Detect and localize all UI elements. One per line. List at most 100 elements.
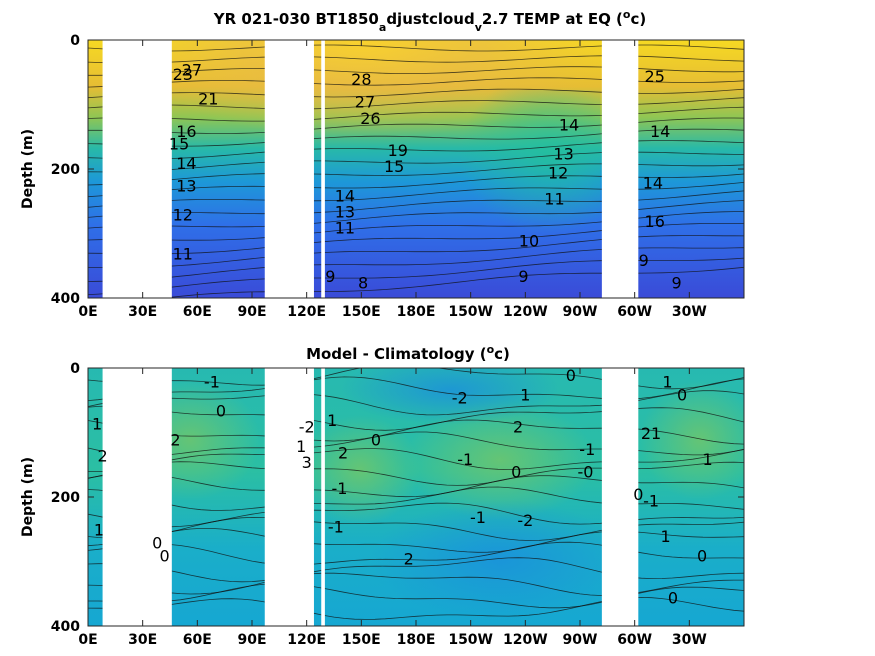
x-tick-label: 120E <box>287 632 326 648</box>
contour-label: 1 <box>296 437 306 456</box>
contour-label: 13 <box>176 177 196 196</box>
land-gap <box>321 40 325 298</box>
contour-label: 15 <box>384 157 404 176</box>
contour-label: 1 <box>661 527 671 546</box>
contour-label: 16 <box>645 212 665 231</box>
contour-label: 14 <box>335 186 355 205</box>
contour-label: 13 <box>553 144 573 163</box>
contour-label: 27 <box>182 60 202 79</box>
contour-label: 12 <box>173 206 193 225</box>
y-tick-label: 0 <box>70 33 80 49</box>
panel1-land-gaps <box>102 40 639 298</box>
contour-label: 10 <box>519 231 539 250</box>
contour-label: 27 <box>355 93 375 112</box>
land-gap <box>102 368 172 626</box>
land-gap <box>321 368 325 626</box>
contour-label: 14 <box>559 115 579 134</box>
contour-label: -1 <box>457 450 473 469</box>
panel2-ylabel: Depth (m) <box>20 457 36 537</box>
contour-label: 11 <box>544 189 564 208</box>
contour-label: 21 <box>198 90 218 109</box>
contour-label: 16 <box>176 122 196 141</box>
contour-label: 14 <box>650 122 670 141</box>
contour-label: 9 <box>671 273 681 292</box>
contour-label: 25 <box>645 67 665 86</box>
contour-label: -2 <box>299 418 315 437</box>
contour-label: -2 <box>452 388 468 407</box>
contour-label: 0 <box>668 588 678 607</box>
contour-label: 2 <box>97 447 107 466</box>
x-tick-label: 120W <box>503 632 548 648</box>
contour-label: 9 <box>325 267 335 286</box>
contour-label: -2 <box>517 511 533 530</box>
y-tick-label: 400 <box>51 619 80 635</box>
x-tick-label: 120E <box>287 304 326 320</box>
x-tick-label: 60W <box>617 632 652 648</box>
x-tick-label: 30E <box>128 304 157 320</box>
panel1-axes: 0E 30E 60E 90E 120E 150E 180E 150W 120W 90W 60W 30W… <box>51 33 744 320</box>
contour-label: -1 <box>328 517 344 536</box>
contour-label: 15 <box>169 135 189 154</box>
contour-label: 9 <box>639 251 649 270</box>
panel2-axes: 0E 30E 60E 90E 120E 150E 180E 150W 120W 90W 60W 30W… <box>51 361 744 648</box>
x-tick-label: 30W <box>672 304 707 320</box>
contour-label: 11 <box>335 219 355 238</box>
contour-label: 2 <box>338 443 348 462</box>
x-tick-label: 30W <box>672 632 707 648</box>
contour-label: -1 <box>643 492 659 511</box>
contour-label: 23 <box>173 65 193 84</box>
contour-label: 26 <box>360 109 380 128</box>
contour-label: 1 <box>520 385 530 404</box>
contour-label: 2 <box>404 550 414 569</box>
contour-label: 11 <box>173 244 193 263</box>
x-tick-label: 0E <box>78 304 97 320</box>
contour-label: 0 <box>152 534 162 553</box>
contour-label: 12 <box>548 164 568 183</box>
contour-label: 13 <box>335 202 355 221</box>
x-tick-label: 0E <box>78 632 97 648</box>
panel2-land-gaps <box>102 368 639 626</box>
x-tick-label: 150E <box>342 632 381 648</box>
y-tick-label: 200 <box>51 162 80 178</box>
contour-label: 0 <box>371 430 381 449</box>
land-gap <box>264 40 314 298</box>
contour-label: 0 <box>159 547 169 566</box>
contour-label: -1 <box>204 372 220 391</box>
contour-label: 8 <box>358 273 368 292</box>
x-tick-label: 180E <box>397 632 436 648</box>
contour-label: 1 <box>327 411 337 430</box>
y-tick-label: 0 <box>70 361 80 377</box>
contour-label: 0 <box>633 485 643 504</box>
land-gap <box>102 40 172 298</box>
contour-label: 3 <box>302 453 312 472</box>
land-gap <box>264 368 314 626</box>
contour-label: 1 <box>702 450 712 469</box>
contour-label: 0 <box>677 385 687 404</box>
panel1-field <box>88 40 744 298</box>
x-tick-label: 150W <box>448 304 493 320</box>
contour-label: 0 <box>216 401 226 420</box>
y-tick-label: 400 <box>51 291 80 307</box>
panel1-title: YR 021-030 BT1850adjustcloudv2.7 TEMP at… <box>213 8 646 34</box>
land-gap <box>601 40 639 298</box>
contour-label: 9 <box>518 267 528 286</box>
panel2-title: Model - Climatology (oc) <box>306 343 510 364</box>
contour-label: 0 <box>511 463 521 482</box>
x-tick-label: 60E <box>183 304 212 320</box>
panel2-field <box>88 368 744 626</box>
contour-label: -0 <box>577 463 593 482</box>
x-tick-label: 30E <box>128 632 157 648</box>
contour-label: 1 <box>662 372 672 391</box>
contour-label: -1 <box>331 479 347 498</box>
contour-label: -1 <box>579 440 595 459</box>
contour-label: 1 <box>92 414 102 433</box>
x-tick-label: 90E <box>237 632 266 648</box>
x-tick-label: 90E <box>237 304 266 320</box>
contour-label: 2 <box>513 418 523 437</box>
land-gap <box>601 368 639 626</box>
x-tick-label: 90W <box>563 632 598 648</box>
x-tick-label: 90W <box>563 304 598 320</box>
